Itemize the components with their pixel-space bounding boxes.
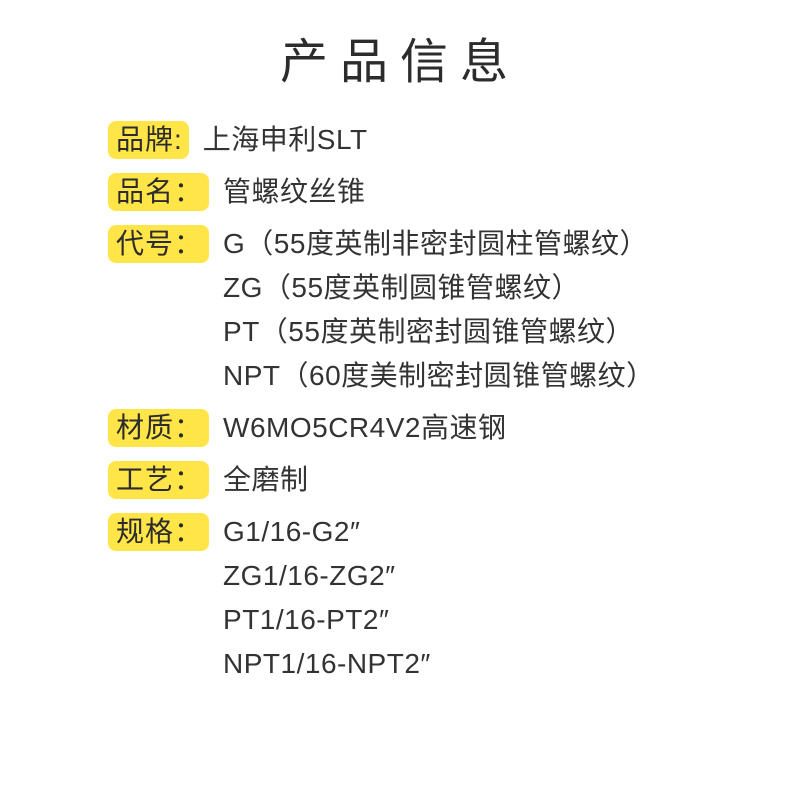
label-brand: 品牌:	[108, 121, 189, 159]
value-name: 管螺纹丝锥	[223, 170, 800, 214]
product-info-panel: 产品信息 品牌: 上海申利SLT 品名： 管螺纹丝锥 代号： G（55度英制非密…	[0, 0, 800, 800]
value-code-g: G（55度英制非密封圆柱管螺纹）	[223, 222, 800, 266]
row-material: 材质： W6MO5CR4V2高速钢	[108, 406, 800, 450]
value-col: G（55度英制非密封圆柱管螺纹） ZG（55度英制圆锥管螺纹） PT（55度英制…	[209, 222, 800, 398]
label-wrap: 材质：	[108, 406, 209, 450]
row-brand: 品牌: 上海申利SLT	[108, 118, 800, 162]
page-title: 产品信息	[0, 22, 800, 92]
label-process: 工艺：	[108, 461, 209, 499]
value-spec-npt: NPT1/16-NPT2″	[223, 642, 800, 686]
value-spec-g: G1/16-G2″	[223, 510, 800, 554]
value-code-zg: ZG（55度英制圆锥管螺纹）	[223, 266, 800, 310]
label-code: 代号：	[108, 225, 209, 263]
value-code-npt: NPT（60度美制密封圆锥管螺纹）	[223, 354, 800, 398]
label-wrap: 工艺：	[108, 458, 209, 502]
label-spec: 规格：	[108, 513, 209, 551]
value-spec-pt: PT1/16-PT2″	[223, 598, 800, 642]
label-name: 品名：	[108, 173, 209, 211]
row-name: 品名： 管螺纹丝锥	[108, 170, 800, 214]
value-col: 上海申利SLT	[189, 118, 800, 162]
label-wrap: 代号：	[108, 222, 209, 266]
row-code: 代号： G（55度英制非密封圆柱管螺纹） ZG（55度英制圆锥管螺纹） PT（5…	[108, 222, 800, 398]
value-col: 全磨制	[209, 458, 800, 502]
value-material: W6MO5CR4V2高速钢	[223, 406, 800, 450]
value-process: 全磨制	[223, 458, 800, 502]
row-process: 工艺： 全磨制	[108, 458, 800, 502]
label-wrap: 品牌:	[108, 118, 189, 162]
value-code-pt: PT（55度英制密封圆锥管螺纹）	[223, 310, 800, 354]
value-col: W6MO5CR4V2高速钢	[209, 406, 800, 450]
label-material: 材质：	[108, 409, 209, 447]
value-col: 管螺纹丝锥	[209, 170, 800, 214]
row-spec: 规格： G1/16-G2″ ZG1/16-ZG2″ PT1/16-PT2″ NP…	[108, 510, 800, 686]
value-col: G1/16-G2″ ZG1/16-ZG2″ PT1/16-PT2″ NPT1/1…	[209, 510, 800, 686]
label-wrap: 规格：	[108, 510, 209, 554]
value-brand: 上海申利SLT	[203, 118, 800, 162]
label-wrap: 品名：	[108, 170, 209, 214]
info-list: 品牌: 上海申利SLT 品名： 管螺纹丝锥 代号： G（55度英制非密封圆柱管螺…	[0, 118, 800, 686]
value-spec-zg: ZG1/16-ZG2″	[223, 554, 800, 598]
